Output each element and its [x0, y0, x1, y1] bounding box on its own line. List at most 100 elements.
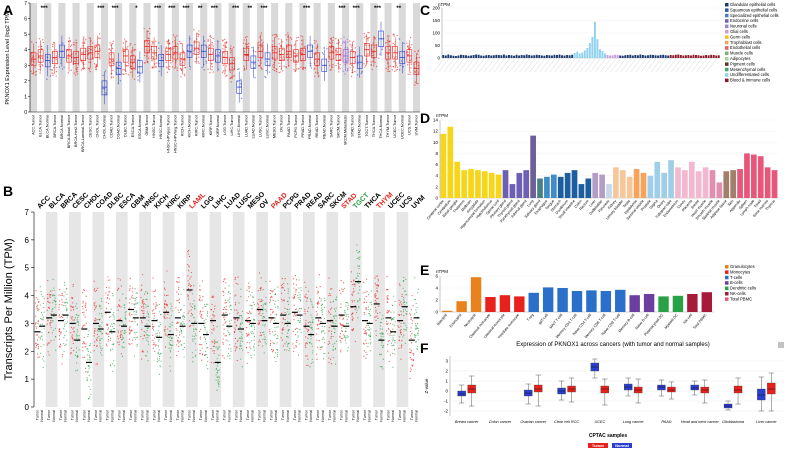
tumor-point — [164, 303, 166, 305]
normal-point — [241, 338, 243, 340]
tumor-point — [163, 287, 166, 289]
normal-point — [264, 323, 266, 326]
data-point — [314, 67, 316, 70]
normal-point — [40, 293, 42, 295]
tumor-point — [271, 318, 273, 320]
data-point — [61, 42, 64, 44]
normal-point — [239, 344, 241, 346]
data-point — [168, 48, 171, 50]
data-point — [303, 46, 306, 48]
tumor-point — [327, 343, 329, 345]
tumor-point — [375, 293, 377, 295]
data-point — [34, 66, 36, 68]
data-point — [77, 64, 80, 66]
data-point — [406, 42, 408, 44]
x-tick-stub — [549, 58, 560, 73]
tumor-point — [223, 279, 225, 281]
normal-point — [205, 364, 208, 366]
normal-point — [183, 336, 185, 338]
tumor-point — [106, 297, 109, 299]
tumor-point — [365, 351, 367, 353]
y-axis-label: PKNOX1 Expression Level (log2 TPM) — [5, 10, 11, 105]
normal-point — [134, 321, 136, 323]
tumor-point — [190, 305, 192, 307]
data-point — [315, 47, 318, 49]
normal-point — [265, 296, 267, 298]
normal-point — [87, 365, 90, 367]
data-point — [122, 42, 125, 44]
normal-point — [367, 309, 369, 311]
normal-point — [101, 300, 103, 303]
tumor-point — [223, 328, 225, 330]
normal-point — [207, 360, 209, 362]
tumor-point — [222, 355, 224, 357]
tumor-point — [399, 302, 401, 304]
tumor-point — [38, 308, 40, 310]
data-point — [278, 62, 280, 65]
tumor-point — [365, 334, 368, 336]
normal-point — [101, 354, 103, 356]
data-point — [224, 38, 226, 41]
bar — [629, 54, 632, 58]
tumor-point — [211, 318, 213, 320]
tumor-point — [409, 348, 411, 350]
normal-point — [53, 313, 55, 315]
bar — [672, 295, 684, 312]
tumor-point — [222, 316, 224, 318]
normal-point — [367, 306, 370, 308]
x-tick-normal: Normal — [344, 410, 348, 422]
tumor-point — [305, 293, 307, 296]
tumor-point — [375, 294, 377, 297]
data-point — [268, 71, 271, 73]
data-point — [88, 37, 91, 39]
tumor-point — [260, 334, 263, 336]
hamburger-menu-icon[interactable] — [778, 342, 784, 348]
tumor-point — [412, 359, 415, 361]
data-point — [41, 39, 44, 41]
normal-point — [77, 322, 79, 324]
data-point — [42, 65, 44, 67]
data-point — [339, 63, 341, 66]
normal-point — [135, 313, 137, 316]
normal-point — [393, 316, 395, 319]
tumor-point — [316, 314, 318, 316]
tumor-point — [188, 265, 190, 267]
normal-point — [253, 303, 256, 306]
tumor-point — [72, 283, 74, 286]
data-point — [282, 48, 284, 51]
normal-point — [277, 305, 279, 308]
tumor-point — [389, 329, 391, 332]
tumor-point — [307, 310, 309, 312]
normal-point — [286, 283, 289, 285]
data-point — [258, 65, 261, 67]
normal-point — [207, 303, 209, 305]
tumor-point — [271, 351, 274, 353]
data-point — [55, 58, 57, 61]
normal-point — [121, 321, 123, 323]
bar — [616, 55, 619, 58]
tumor-point — [198, 299, 200, 301]
x-tick-label: KIRP.Normal — [216, 115, 220, 137]
y-tick-label: 1 — [25, 375, 30, 384]
y-tick-label: 2 — [25, 347, 30, 356]
normal-point — [324, 332, 326, 334]
normal-point — [216, 358, 218, 360]
legend-swatch — [725, 78, 729, 83]
data-point — [125, 40, 128, 43]
y-unit-label: nTPM — [436, 113, 448, 118]
normal-point — [416, 346, 419, 348]
normal-point — [40, 335, 42, 337]
bar — [640, 172, 647, 198]
bar — [456, 301, 467, 312]
tumor-point — [72, 302, 74, 304]
x-tick-label: HNSC.Normal — [159, 115, 163, 139]
tumor-point — [224, 322, 226, 324]
normal-point — [218, 380, 220, 383]
y-tick-label: 4 — [25, 292, 30, 301]
data-point — [323, 47, 326, 49]
normal-point — [379, 366, 381, 368]
y-tick-label: 10 — [433, 140, 439, 145]
data-point — [354, 47, 357, 49]
normal-point — [194, 305, 196, 307]
tumor-point — [237, 319, 239, 321]
